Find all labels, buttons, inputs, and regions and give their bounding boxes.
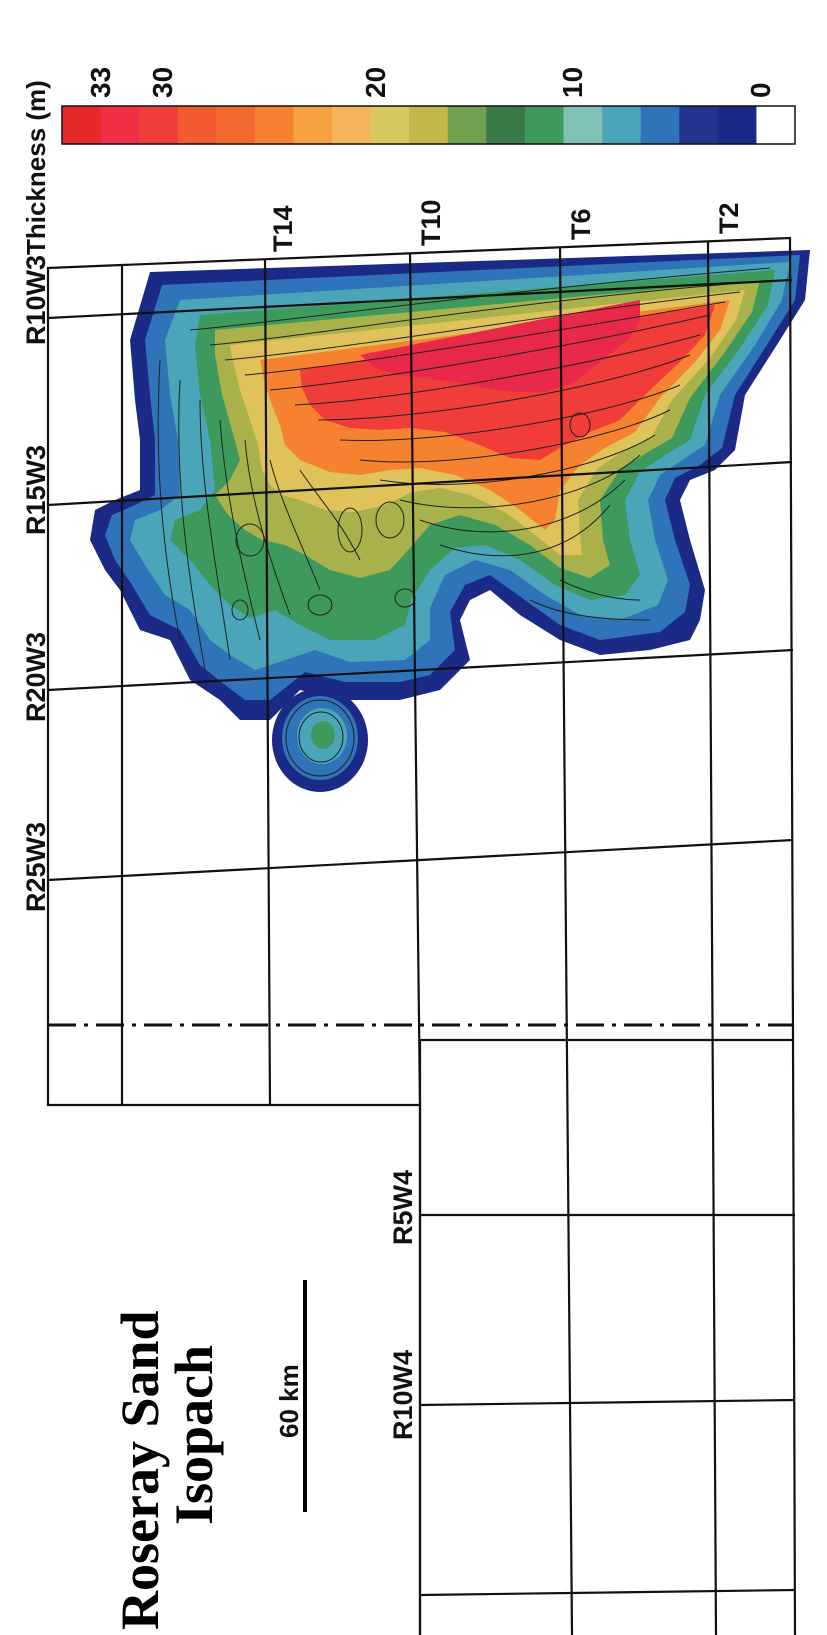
legend-swatch [640,106,680,144]
range-label-r10w3: R10W3 [21,255,51,345]
legend-swatch [254,106,295,144]
legend-swatch [717,106,758,144]
map-title: Roseray Sand Isopach [110,1310,224,1630]
grid-row-1 [47,278,793,320]
grid-col-3 [408,252,422,1106]
legend-swatch [602,106,642,144]
grid-row-4 [47,838,794,882]
legend-swatch [293,106,333,144]
township-label-t14: T14 [268,205,298,252]
range-label-r25w3: R25W3 [21,822,51,912]
range-label-r15w3: R15W3 [21,445,51,535]
range-label-r20w3: R20W3 [21,632,51,722]
grid-row-3 [47,648,794,692]
township-grid [46,236,797,1635]
grid-outline-w4 [418,1039,797,1635]
legend-swatch [139,106,179,144]
township-label-t6: T6 [566,208,596,240]
legend-swatch [524,106,565,144]
legend-swatch [216,106,256,144]
isopach-fill [90,250,810,792]
legend-swatch [370,106,410,144]
map-title-line1: Roseray Sand [110,1310,170,1630]
thickness-legend: Thickness (m) 33 30 20 10 0 [21,67,796,255]
legend-swatch [679,106,719,144]
map-title-line2: Isopach [164,1345,224,1525]
legend-tick-20: 20 [360,67,391,98]
legend-swatch [62,106,102,144]
grid-row-2 [47,460,793,507]
legend-tick-33: 33 [85,67,116,98]
legend-frame [61,105,796,145]
legend-swatch [447,106,487,144]
legend-tick-10: 10 [557,67,588,98]
township-label-t10: T10 [416,199,446,246]
legend-tick-30: 30 [147,67,178,98]
grid-row-6 [419,1398,796,1407]
grid-col-5 [706,240,718,1635]
legend-swatch [486,106,526,144]
legend-tick-0: 0 [745,82,776,98]
legend-swatches [62,106,796,144]
legend-swatch [332,106,372,144]
legend-swatch [100,106,140,144]
grid-row-7 [419,1588,796,1597]
range-label-r5w4: R5W4 [388,1170,418,1245]
grid-labels: R10W3 R15W3 R20W3 R25W3 R5W4 R10W4 T14 T… [21,199,744,1440]
township-label-t2: T2 [714,202,744,234]
scale-bar-label: 60 km [274,1364,304,1438]
isopach-outlier-green [311,721,335,749]
range-label-r10w4: R10W4 [388,1350,418,1440]
scale-bar: 60 km [274,1280,307,1512]
legend-swatch [563,106,603,144]
legend-swatch [177,106,217,144]
legend-swatch [409,106,449,144]
legend-swatch [756,106,796,144]
legend-title: Thickness (m) [21,80,51,255]
grid-col-2 [263,258,272,1106]
